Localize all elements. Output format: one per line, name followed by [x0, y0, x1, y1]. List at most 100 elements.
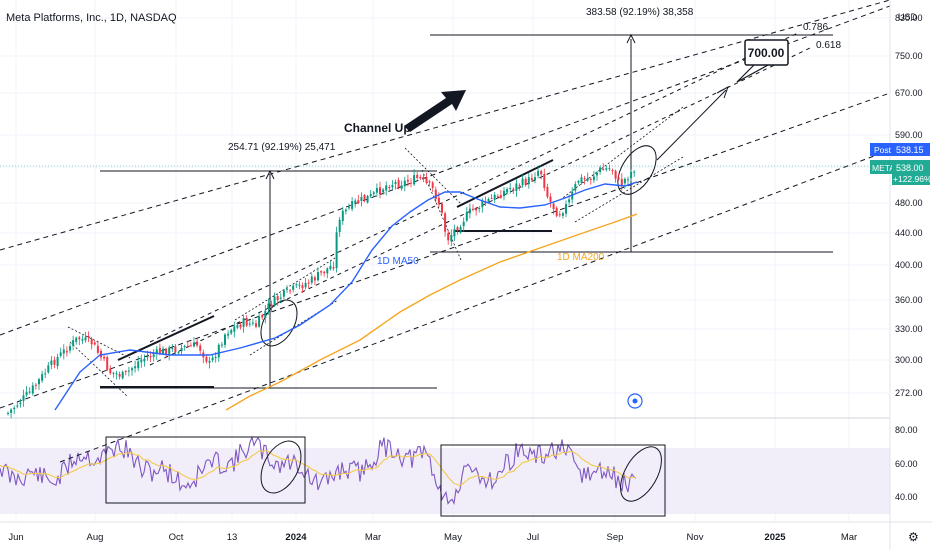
candle-body [193, 342, 195, 347]
candle-body [121, 371, 124, 379]
candle-body [140, 359, 143, 363]
candle-body [397, 180, 400, 187]
candle-body [267, 303, 270, 309]
ma50-label: 1D MA50 [377, 256, 419, 267]
candle-body [41, 374, 44, 381]
rsi-band [0, 448, 890, 514]
post-badge-label: Post [874, 145, 892, 155]
candle-body [211, 357, 214, 361]
candle-body [518, 185, 521, 187]
candle-body [496, 196, 499, 198]
candle-body [558, 214, 561, 216]
currency-label: USD [898, 12, 918, 22]
candle-body [537, 170, 540, 176]
time-axis[interactable]: Jun Aug Oct 13 2024 Mar May Jul Sep Nov 2025 Mar ⚙ [0, 521, 932, 544]
candle-body [574, 184, 577, 191]
candle-body [583, 178, 586, 180]
candle-body [90, 338, 93, 345]
candle-body [72, 340, 75, 346]
ma200-label: 1D MA200 [557, 252, 605, 263]
candle-body [372, 192, 375, 194]
candle-body [437, 197, 440, 204]
candle-body [589, 178, 592, 180]
sub-channel-1a [234, 257, 336, 321]
candle-body [81, 339, 84, 341]
candle-body [230, 330, 233, 334]
candle-body [614, 170, 617, 179]
candle-body [19, 402, 22, 405]
channel-lower [0, 92, 891, 409]
candle-body [143, 358, 146, 362]
settings-icon[interactable]: ⚙ [908, 530, 919, 544]
candles [7, 163, 636, 419]
candle-body [363, 195, 366, 201]
time-tick-label: Sep [607, 532, 624, 543]
price-tick-label: 670.00 [895, 88, 923, 98]
candle-body [406, 179, 409, 182]
candle-body [552, 203, 555, 210]
candle-body [44, 373, 47, 375]
candle-body [456, 227, 459, 231]
candle-body [295, 284, 298, 286]
price-axis-bg [890, 0, 932, 550]
candle-body [103, 356, 106, 359]
candle-body [93, 342, 96, 345]
fib-786-line [149, 31, 801, 343]
candle-body [468, 208, 471, 214]
candle-body [313, 277, 316, 281]
rsi-box-left [105, 436, 306, 504]
projection-arrowhead [716, 85, 729, 99]
price-tick-label: 830.00 [895, 13, 923, 23]
candle-body [546, 186, 549, 197]
candle-body [168, 347, 171, 356]
falling-wedge-2a [404, 147, 462, 205]
candle-body [434, 189, 437, 200]
candle-body [354, 200, 357, 203]
candle-body [137, 361, 140, 369]
candle-body [84, 337, 87, 341]
candle-body [543, 173, 546, 188]
candle-body [236, 325, 239, 328]
candle-body [428, 181, 431, 183]
candle-body [605, 168, 608, 170]
candle-body [351, 201, 354, 210]
candle-body [174, 346, 177, 353]
candle-body [499, 195, 502, 198]
candle-body [453, 229, 456, 237]
channel-upper [0, 0, 891, 251]
candle-body [146, 356, 149, 358]
candle-body [630, 171, 633, 179]
candle-body [413, 175, 416, 185]
price-axis[interactable]: USD 830.00750.00670.00590.00520.00480.00… [870, 0, 932, 550]
time-tick-label: Oct [169, 532, 184, 543]
rsi-tick-label: 80.00 [895, 425, 918, 435]
time-tick-label: Jun [8, 532, 23, 543]
candle-body [131, 368, 133, 371]
candle-body [149, 356, 152, 358]
time-tick-label: Mar [365, 532, 381, 543]
candle-body [521, 178, 524, 186]
time-tick-label: 13 [227, 532, 238, 543]
candle-body [59, 352, 62, 356]
candle-body [416, 174, 419, 178]
candle-body [53, 359, 56, 365]
candle-body [180, 347, 183, 352]
candle-body [106, 357, 109, 371]
candle-body [227, 333, 230, 336]
candle-body [10, 409, 13, 413]
candle-body [360, 197, 363, 201]
candle-body [38, 379, 40, 385]
candle-body [47, 365, 50, 373]
candle-body [561, 213, 564, 216]
falling-wedge-1a [67, 326, 131, 359]
candle-body [239, 324, 242, 328]
candle-body [450, 234, 453, 242]
candle-body [7, 412, 9, 414]
candle-body [13, 407, 16, 410]
channel-label: Channel Up [344, 121, 411, 135]
price-tick-label: 272.00 [895, 388, 923, 398]
falling-wedge-1b [69, 341, 129, 398]
candle-body [109, 368, 112, 374]
candle-body [344, 209, 347, 212]
